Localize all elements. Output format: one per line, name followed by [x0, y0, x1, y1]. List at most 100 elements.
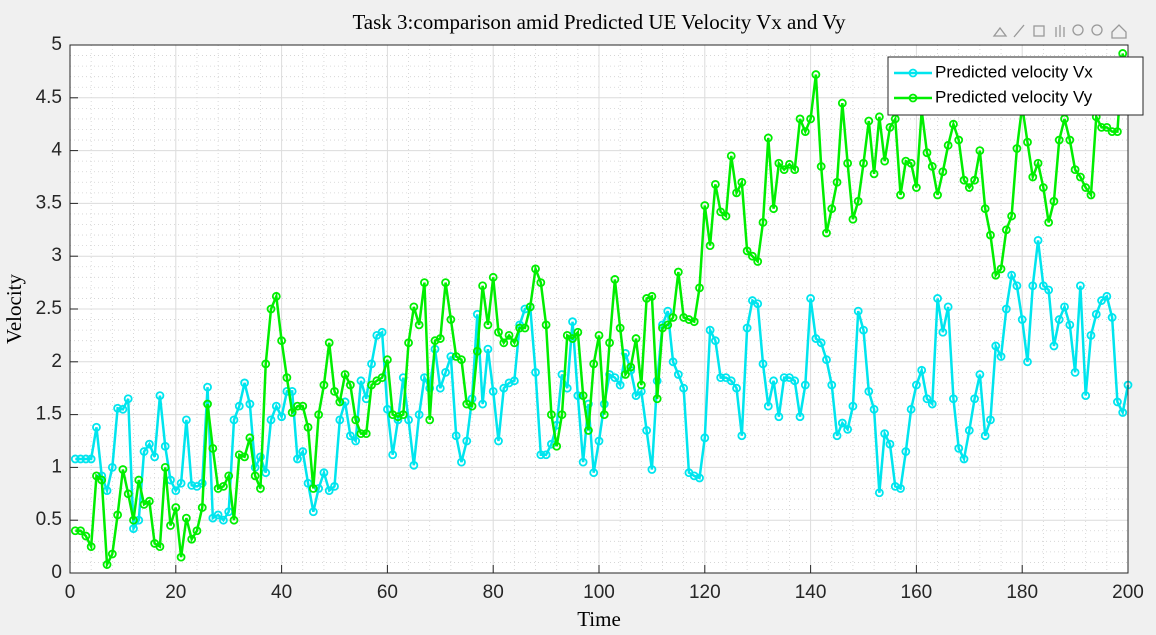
point-marker: [457, 457, 466, 467]
point-marker: [144, 496, 154, 506]
x-tick-label: 160: [901, 582, 933, 603]
point-marker: [345, 431, 355, 441]
point-marker: [615, 323, 625, 333]
point-marker: [578, 391, 588, 400]
series-line: [75, 240, 1130, 533]
point-marker: [837, 418, 847, 428]
point-marker: [319, 380, 329, 390]
point-marker: [441, 367, 450, 377]
point-marker: [938, 327, 948, 337]
point-marker: [81, 454, 91, 464]
point-marker: [996, 352, 1006, 361]
point-marker: [509, 376, 519, 386]
y-tick-label: 2.5: [36, 298, 62, 319]
point-marker: [324, 486, 334, 496]
point-marker: [70, 526, 80, 536]
y-tick-label: 1.5: [36, 404, 62, 425]
point-marker: [589, 468, 599, 478]
tool-zoom-in[interactable]: [1072, 24, 1084, 36]
point-marker: [351, 415, 361, 425]
tool-brush[interactable]: [1013, 24, 1025, 38]
point-marker: [340, 397, 350, 407]
point-marker: [382, 404, 392, 414]
point-marker: [811, 70, 821, 79]
tool-home[interactable]: [1111, 24, 1127, 39]
point-marker: [938, 167, 948, 177]
point-marker: [647, 291, 657, 301]
point-marker: [954, 443, 964, 453]
y-tick-label: 4.5: [36, 87, 62, 108]
point-marker: [219, 515, 228, 525]
point-marker: [546, 410, 556, 420]
point-marker: [308, 484, 318, 493]
point-marker: [176, 552, 186, 562]
point-marker: [621, 370, 630, 379]
point-marker: [1054, 315, 1064, 324]
point-marker: [478, 281, 488, 291]
point-marker: [573, 391, 583, 400]
point-marker: [885, 439, 895, 449]
point-marker: [504, 330, 514, 340]
point-marker: [1023, 137, 1032, 147]
point-marker: [478, 399, 488, 409]
point-marker: [229, 415, 239, 425]
point-marker: [1033, 235, 1043, 245]
point-marker: [81, 531, 91, 541]
point-marker: [144, 439, 154, 449]
point-marker: [494, 327, 503, 337]
point-marker: [959, 175, 969, 185]
point-marker: [901, 447, 911, 456]
point-marker: [949, 394, 958, 404]
tool-zoom-out[interactable]: [1091, 24, 1103, 36]
point-marker: [954, 135, 964, 145]
point-marker: [139, 447, 149, 456]
tool-pan[interactable]: [1055, 25, 1065, 37]
point-marker: [584, 426, 593, 435]
point-marker: [732, 188, 741, 198]
point-marker: [1017, 315, 1027, 324]
point-marker: [287, 408, 297, 417]
point-marker: [943, 302, 953, 312]
point-marker: [250, 471, 260, 481]
point-marker: [970, 394, 979, 404]
point-marker: [414, 410, 424, 420]
point-marker: [213, 510, 223, 520]
x-axis-label: Time: [577, 607, 621, 631]
tool-export[interactable]: [992, 26, 1008, 37]
point-marker: [716, 373, 726, 383]
point-marker: [737, 431, 747, 441]
point-marker: [1075, 172, 1085, 182]
tool-datatip[interactable]: [1033, 25, 1045, 37]
point-marker: [176, 478, 186, 488]
point-marker: [869, 404, 879, 414]
point-marker: [906, 158, 916, 168]
point-marker: [1097, 296, 1106, 305]
point-marker: [1038, 183, 1048, 192]
point-marker: [726, 151, 736, 161]
x-tick-label: 200: [1112, 582, 1144, 603]
point-marker: [1028, 172, 1038, 182]
point-marker: [171, 503, 181, 512]
grid: [69, 44, 1129, 574]
point-marker: [197, 503, 207, 512]
point-marker: [806, 294, 815, 303]
point-marker: [150, 452, 160, 462]
point-marker: [594, 436, 604, 446]
point-marker: [885, 122, 895, 132]
point-marker: [97, 475, 107, 485]
point-marker: [986, 230, 995, 240]
x-tick-label: 20: [165, 582, 186, 603]
point-marker: [420, 278, 429, 288]
point-marker: [467, 401, 477, 411]
point-marker: [335, 415, 345, 425]
point-marker: [208, 443, 218, 453]
point-marker: [721, 211, 731, 221]
point-marker: [1107, 313, 1117, 322]
point-marker: [758, 218, 768, 227]
point-marker: [806, 114, 815, 124]
point-marker: [695, 473, 704, 483]
x-tick-label: 60: [377, 582, 398, 603]
toolbar[interactable]: [992, 24, 1127, 39]
point-marker: [166, 521, 175, 530]
legend-marker: [908, 68, 918, 78]
